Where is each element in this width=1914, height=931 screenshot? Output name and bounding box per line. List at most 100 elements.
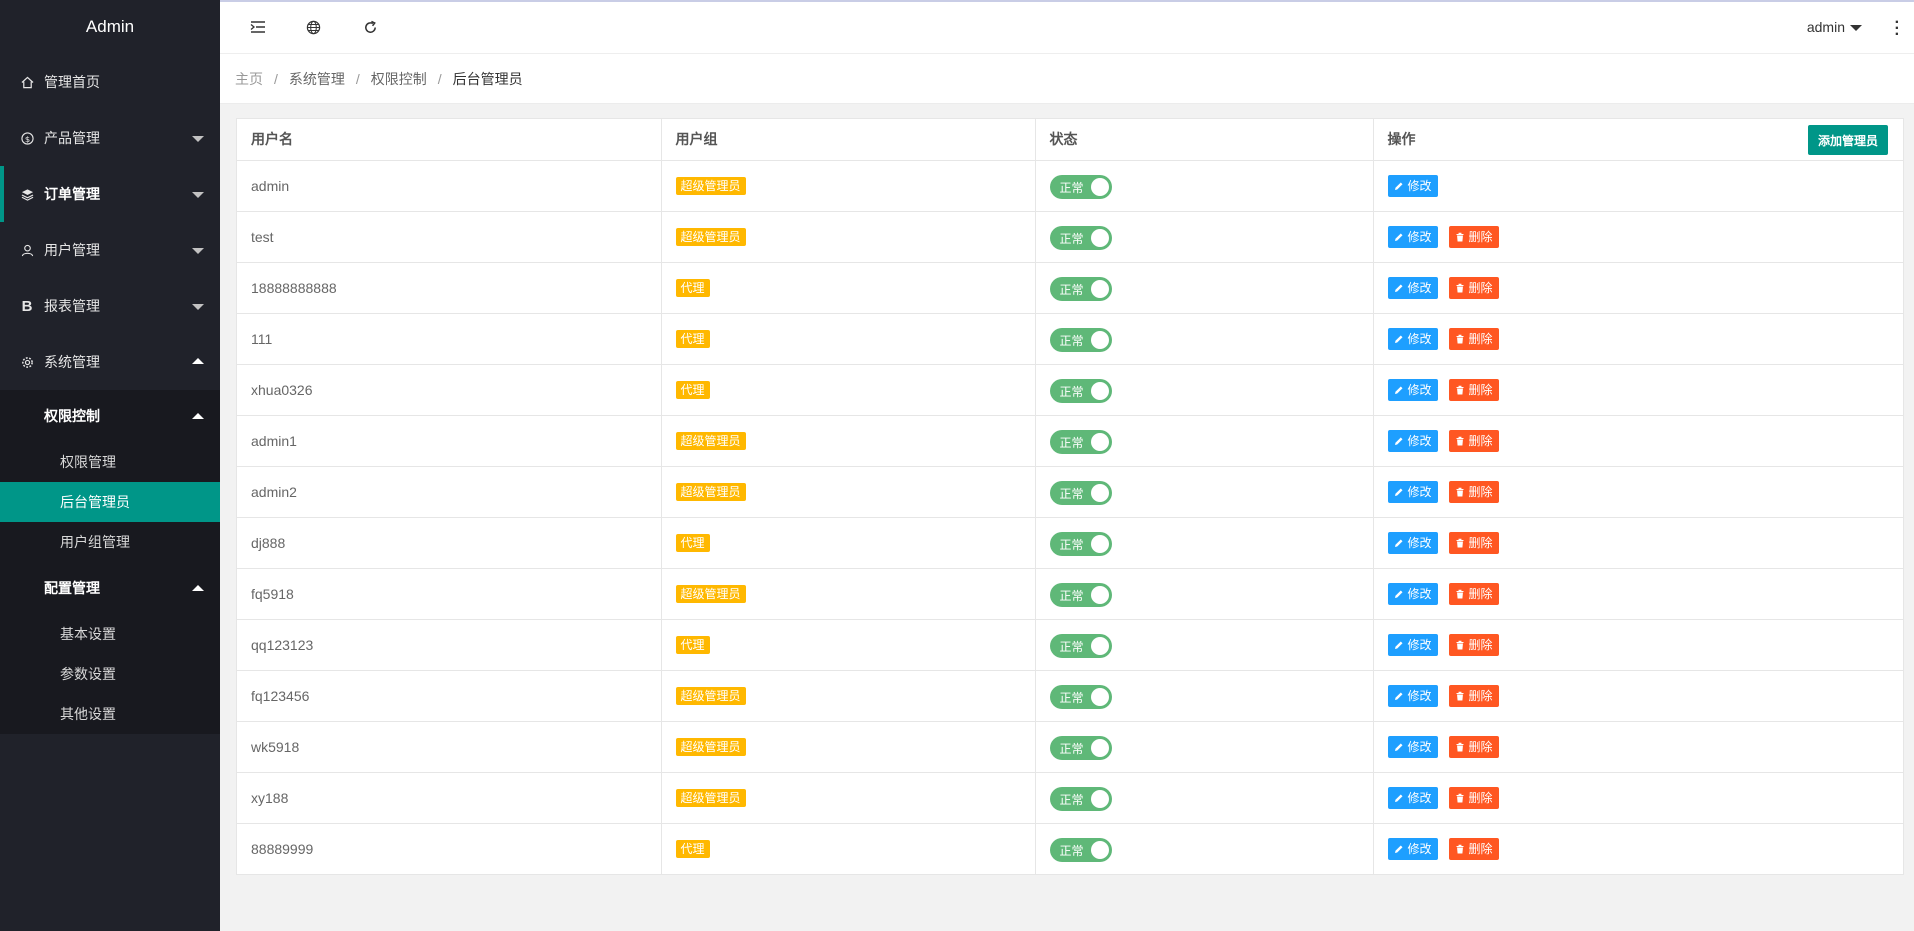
status-toggle[interactable]: 正常 — [1049, 175, 1112, 199]
status-toggle[interactable]: 正常 — [1049, 583, 1112, 607]
menu-item-products[interactable]: $ 产品管理 — [0, 110, 220, 166]
edit-button[interactable]: 修改 — [1387, 174, 1438, 197]
cell-username: fq123456 — [237, 670, 662, 722]
edit-button-label: 修改 — [1407, 485, 1432, 499]
cell-status: 正常 — [1035, 670, 1374, 722]
menu-item-system[interactable]: 系统管理 — [0, 334, 220, 390]
status-toggle[interactable]: 正常 — [1049, 379, 1112, 403]
pencil-icon — [1394, 640, 1408, 650]
submenu-item-param-settings[interactable]: 参数设置 — [60, 666, 116, 682]
menu-item-users[interactable]: 用户管理 — [0, 222, 220, 278]
submenu-group-permissions[interactable]: 权限控制 — [0, 390, 220, 442]
delete-button[interactable]: 删除 — [1448, 633, 1499, 656]
menu-toggle-icon[interactable] — [247, 16, 269, 38]
cell-actions: 修改 删除 — [1373, 313, 1903, 365]
group-badge: 代理 — [675, 380, 710, 399]
status-toggle[interactable]: 正常 — [1049, 481, 1112, 505]
menu-item-orders[interactable]: 订单管理 — [0, 166, 220, 222]
username-text: admin1 — [251, 432, 297, 449]
status-toggle[interactable]: 正常 — [1049, 277, 1112, 301]
breadcrumb-home[interactable]: 主页 — [235, 70, 263, 87]
cell-group: 超级管理员 — [661, 568, 1036, 620]
edit-button[interactable]: 修改 — [1387, 327, 1438, 350]
status-toggle[interactable]: 正常 — [1049, 787, 1112, 811]
delete-button[interactable]: 删除 — [1448, 378, 1499, 401]
delete-button[interactable]: 删除 — [1448, 276, 1499, 299]
chevron-up-icon — [192, 358, 204, 364]
delete-button[interactable]: 删除 — [1448, 582, 1499, 605]
status-toggle[interactable]: 正常 — [1049, 328, 1112, 352]
edit-button[interactable]: 修改 — [1387, 480, 1438, 503]
toggle-knob — [1090, 484, 1109, 502]
edit-button[interactable]: 修改 — [1387, 735, 1438, 758]
status-toggle[interactable]: 正常 — [1049, 430, 1112, 454]
edit-button[interactable]: 修改 — [1387, 684, 1438, 707]
cell-username: fq5918 — [237, 568, 662, 620]
menu-item-reports[interactable]: B 报表管理 — [0, 278, 220, 334]
delete-button[interactable]: 删除 — [1448, 684, 1499, 707]
submenu-item-user-groups[interactable]: 用户组管理 — [60, 534, 130, 550]
pencil-icon — [1394, 793, 1408, 803]
status-toggle[interactable]: 正常 — [1049, 685, 1112, 709]
edit-button[interactable]: 修改 — [1387, 786, 1438, 809]
cell-actions: 修改 — [1373, 160, 1903, 212]
table-row: admin2 超级管理员 正常 修改 删除 — [237, 466, 1903, 518]
menu-item-home[interactable]: 管理首页 — [0, 54, 220, 110]
table-row: 88889999 代理 正常 修改 删除 — [237, 823, 1903, 874]
group-badge: 超级管理员 — [675, 686, 746, 705]
delete-button[interactable]: 删除 — [1448, 837, 1499, 860]
cell-actions: 修改 删除 — [1373, 415, 1903, 467]
edit-button[interactable]: 修改 — [1387, 225, 1438, 248]
status-toggle[interactable]: 正常 — [1049, 532, 1112, 556]
chevron-down-icon — [192, 136, 204, 142]
submenu-item-other-settings[interactable]: 其他设置 — [60, 706, 116, 722]
edit-button[interactable]: 修改 — [1387, 429, 1438, 452]
edit-button[interactable]: 修改 — [1387, 378, 1438, 401]
status-toggle[interactable]: 正常 — [1049, 838, 1112, 863]
submenu-item-admins[interactable]: 后台管理员 — [0, 482, 220, 522]
refresh-icon[interactable] — [359, 16, 381, 38]
status-toggle[interactable]: 正常 — [1049, 634, 1112, 658]
admin-table: 用户名 用户组 状态 操作 添加管理员 admin 超级管理员 正常 修改 test 超级… — [237, 119, 1903, 874]
trash-icon — [1455, 283, 1469, 293]
delete-button[interactable]: 删除 — [1448, 225, 1499, 248]
delete-button[interactable]: 删除 — [1448, 327, 1499, 350]
edit-button[interactable]: 修改 — [1387, 837, 1438, 860]
more-vertical-icon[interactable]: · · · — [1894, 14, 1900, 43]
status-toggle[interactable]: 正常 — [1049, 736, 1112, 760]
menu-item-label: 系统管理 — [44, 354, 100, 370]
group-badge: 代理 — [675, 839, 710, 858]
app-logo[interactable]: Admin — [0, 0, 220, 54]
delete-button-label: 删除 — [1468, 587, 1493, 601]
user-dropdown[interactable]: admin — [1807, 19, 1862, 35]
edit-button[interactable]: 修改 — [1387, 531, 1438, 554]
delete-button[interactable]: 删除 — [1448, 531, 1499, 554]
edit-button[interactable]: 修改 — [1387, 633, 1438, 656]
submenu-item-permission-manage[interactable]: 权限管理 — [60, 454, 116, 470]
cell-group: 超级管理员 — [661, 772, 1036, 824]
status-toggle[interactable]: 正常 — [1049, 226, 1112, 250]
delete-button[interactable]: 删除 — [1448, 735, 1499, 758]
delete-button[interactable]: 删除 — [1448, 786, 1499, 809]
cell-status: 正常 — [1035, 262, 1374, 314]
cell-username: 18888888888 — [237, 262, 662, 314]
username-text: wk5918 — [251, 738, 300, 755]
submenu-item-basic-settings[interactable]: 基本设置 — [60, 626, 116, 642]
edit-button-label: 修改 — [1407, 638, 1432, 652]
submenu-group-label: 配置管理 — [44, 580, 100, 596]
edit-button[interactable]: 修改 — [1387, 582, 1438, 605]
status-label: 正常 — [1059, 486, 1084, 501]
edit-button[interactable]: 修改 — [1387, 276, 1438, 299]
cell-status: 正常 — [1035, 211, 1374, 263]
delete-button[interactable]: 删除 — [1448, 480, 1499, 503]
username-text: dj888 — [251, 534, 286, 551]
submenu-group-config[interactable]: 配置管理 — [0, 562, 220, 614]
delete-button[interactable]: 删除 — [1448, 429, 1499, 452]
breadcrumb-system[interactable]: 系统管理 — [288, 70, 345, 87]
add-admin-button[interactable]: 添加管理员 — [1807, 125, 1888, 155]
delete-button-label: 删除 — [1468, 434, 1493, 448]
username-text: 88889999 — [251, 840, 314, 857]
globe-icon[interactable] — [302, 16, 324, 38]
breadcrumb-permissions[interactable]: 权限控制 — [370, 70, 427, 87]
cell-group: 代理 — [661, 517, 1036, 569]
